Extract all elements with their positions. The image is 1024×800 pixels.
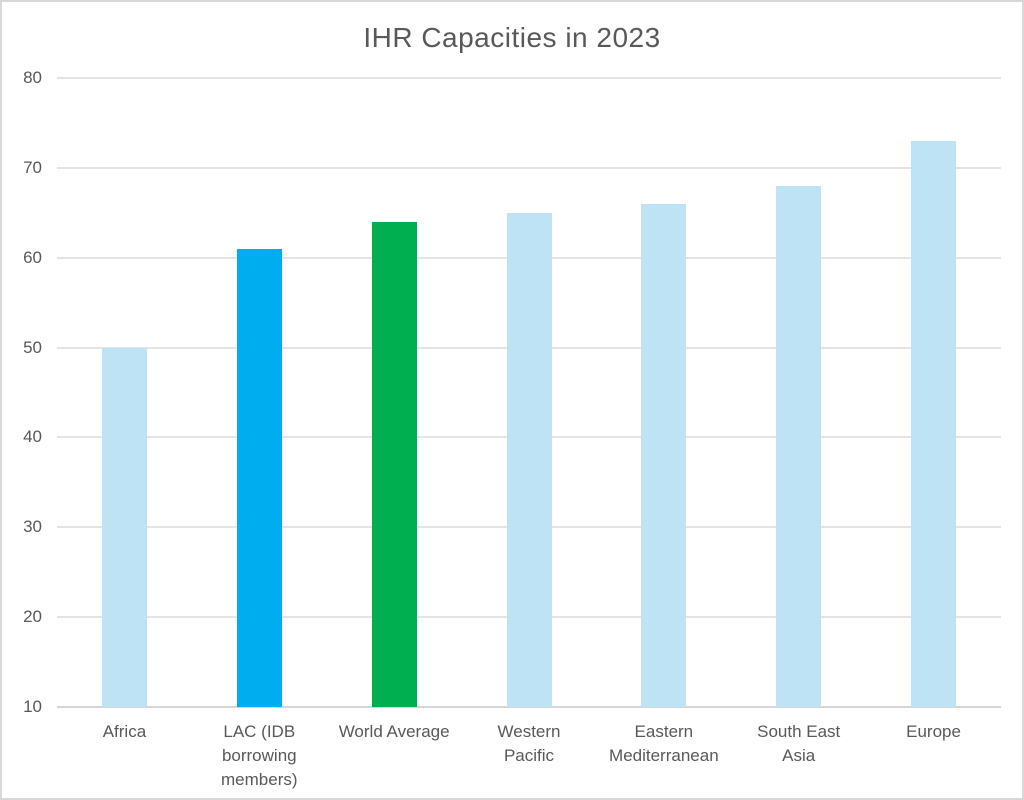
x-category-label: Western Pacific [497, 722, 561, 765]
bar-lac-idb-borrowing-members [236, 248, 282, 707]
x-category-label: LAC (IDB borrowing members) [221, 722, 298, 789]
bar-africa [101, 347, 147, 707]
x-category-label: Europe [906, 722, 961, 741]
y-tick-label-50: 50 [23, 337, 42, 357]
y-tick-label-80: 80 [23, 68, 42, 87]
x-axis-line [57, 706, 1001, 708]
bar-world-average [371, 221, 417, 707]
bar-south-east-asia [776, 185, 822, 707]
y-tick-label-30: 30 [23, 517, 42, 537]
bar-eastern-mediterranean [641, 203, 687, 707]
y-tick-label-40: 40 [23, 427, 42, 447]
bar-europe [911, 140, 957, 707]
y-tick-label-60: 60 [23, 247, 42, 267]
x-category-label: Africa [102, 722, 147, 741]
gridline-y70 [57, 166, 1001, 169]
bar-western-pacific [506, 212, 552, 707]
chart-title: IHR Capacities in 2023 [363, 22, 661, 53]
y-tick-label-10: 10 [23, 697, 42, 716]
x-category-label: Eastern Mediterranean [609, 722, 719, 765]
gridline-y80 [57, 77, 1001, 79]
x-category-label: South East Asia [757, 722, 841, 765]
y-tick-label-20: 20 [23, 607, 42, 627]
y-tick-label-70: 70 [23, 157, 42, 177]
x-category-label: World Average [338, 722, 450, 741]
